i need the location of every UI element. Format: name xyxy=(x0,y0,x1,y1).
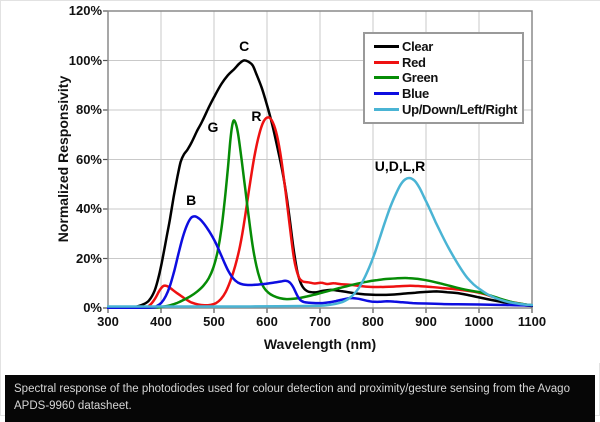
legend-swatch xyxy=(374,44,399,48)
figure-caption: Spectral response of the photodiodes use… xyxy=(5,375,595,422)
x-tick-label: 600 xyxy=(256,314,278,329)
curve-annotation: G xyxy=(207,119,219,136)
series-line-blue xyxy=(107,215,533,309)
legend-swatch xyxy=(374,108,399,112)
y-tick-label: 40% xyxy=(75,201,102,216)
plot-border xyxy=(107,10,533,309)
legend-item: Green xyxy=(374,71,520,84)
legend-swatch xyxy=(374,92,399,96)
y-tick-label: 100% xyxy=(68,52,102,68)
x-tick-label: 300 xyxy=(97,314,119,329)
legend-swatch xyxy=(374,60,399,64)
legend-label: Green xyxy=(402,70,439,86)
x-tick-label: 700 xyxy=(309,314,331,329)
y-tick-label: 60% xyxy=(75,151,102,167)
curve-annotation: U,D,L,R xyxy=(374,157,426,174)
curve-annotation: B xyxy=(186,192,197,209)
legend-label: Red xyxy=(402,54,426,70)
x-tick-label: 800 xyxy=(362,314,384,329)
x-tick-label: 1000 xyxy=(464,314,494,329)
curve-annotation: R xyxy=(251,108,262,125)
legend-item: Red xyxy=(374,56,520,69)
legend-item: Up/Down/Left/Right xyxy=(374,103,520,116)
legend-label: Up/Down/Left/Right xyxy=(402,102,518,118)
x-tick-label: 500 xyxy=(203,314,225,329)
series-line-clear xyxy=(107,59,533,309)
curve-annotation: C xyxy=(239,37,250,54)
series-line-up-down-left-right xyxy=(107,176,533,308)
spectral-response-chart: Normalized Responsivity Wavelength (nm) … xyxy=(1,1,600,363)
legend: Clear Red Green Blue Up/Down/Left/Right xyxy=(363,32,524,124)
x-tick-label: 1100 xyxy=(517,314,547,329)
x-tick-label: 900 xyxy=(415,314,437,329)
y-tick-label: 120% xyxy=(68,3,102,18)
legend-label: Clear xyxy=(402,38,434,54)
y-tick-label: 20% xyxy=(75,250,102,266)
series-line-green xyxy=(107,119,533,309)
legend-swatch xyxy=(374,76,399,80)
legend-item: Clear xyxy=(374,40,520,53)
legend-item: Blue xyxy=(374,87,520,100)
y-tick-label: 0% xyxy=(83,300,102,315)
x-tick-label: 400 xyxy=(150,314,172,329)
y-tick-label: 80% xyxy=(75,102,102,117)
legend-label: Blue xyxy=(402,86,429,102)
x-axis-title: Wavelength (nm) xyxy=(263,336,377,352)
figure-caption-text: Spectral response of the photodiodes use… xyxy=(14,383,570,413)
